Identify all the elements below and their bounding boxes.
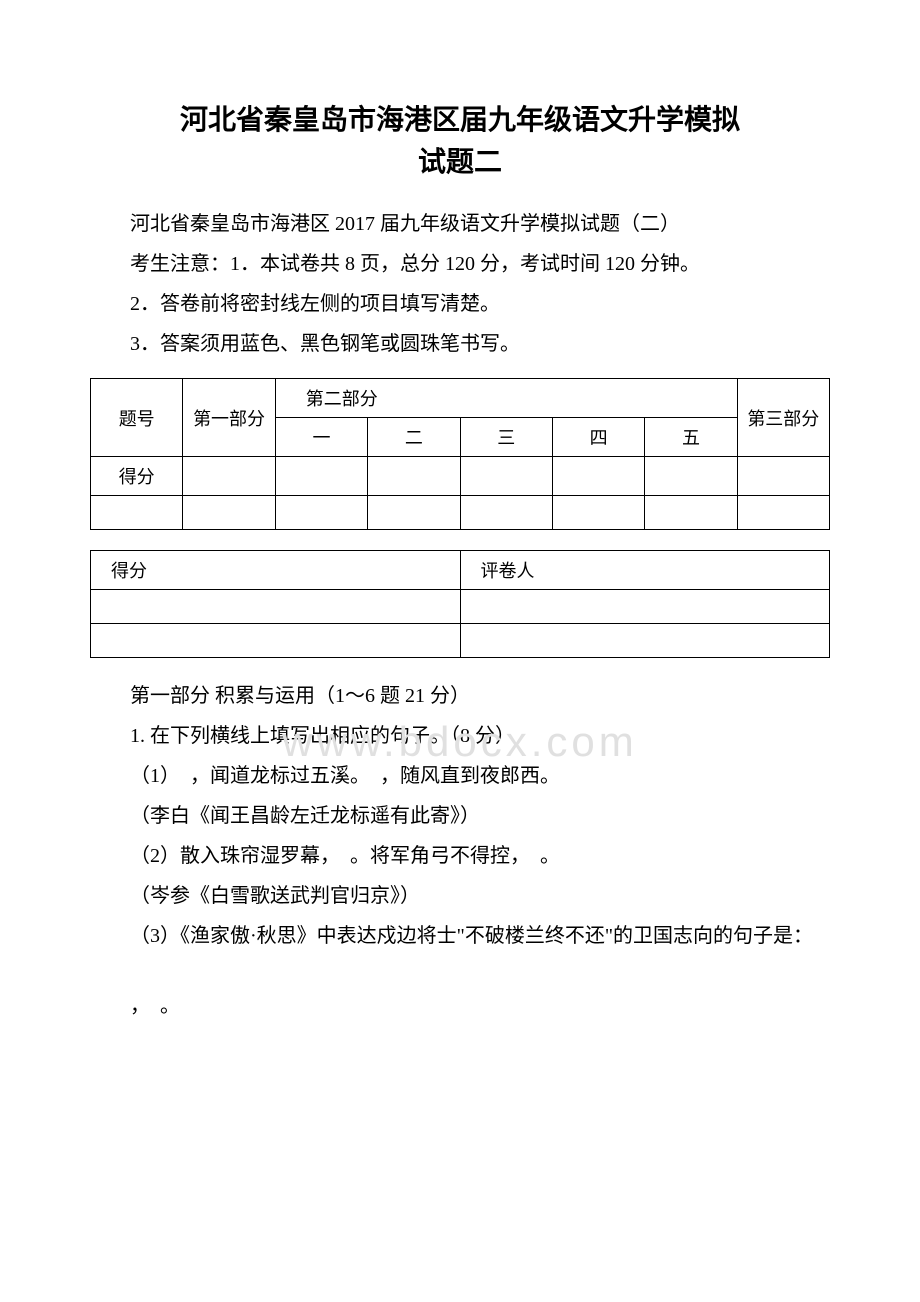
table-row: 题号 第一部分 第二部分 第三部分	[91, 379, 830, 418]
page-title: 河北省秦皇岛市海港区届九年级语文升学模拟 试题二	[90, 100, 830, 184]
q1-item-2-source: （岑参《白雪歌送武判官归京》）	[90, 876, 830, 916]
score-cell	[737, 457, 829, 496]
score-cell	[460, 457, 552, 496]
score-cell	[645, 457, 737, 496]
score-cell	[183, 496, 275, 530]
table-row: 得分 评卷人	[91, 551, 830, 590]
score-cell	[552, 457, 644, 496]
title-line-1: 河北省秦皇岛市海港区届九年级语文升学模拟	[180, 105, 740, 136]
q1-item-2: （2）散入珠帘湿罗幕， 。将军角弓不得控， 。	[90, 836, 830, 876]
subtitle-line: 河北省秦皇岛市海港区 2017 届九年级语文升学模拟试题（二）	[90, 204, 830, 244]
score-cell	[275, 496, 367, 530]
score-cell	[368, 457, 460, 496]
grade-table: 得分 评卷人	[90, 550, 830, 658]
grade-right: 评卷人	[460, 551, 830, 590]
q1-item-3a: （3）《渔家傲·秋思》中表达戍边将士"不破楼兰终不还"的卫国志向的句子是：	[90, 916, 830, 956]
sub-2: 二	[368, 418, 460, 457]
header-defen: 得分	[91, 457, 183, 496]
q1-item-1: （1） ，闻道龙标过五溪。 ，随风直到夜郎西。	[90, 756, 830, 796]
score-cell	[645, 496, 737, 530]
header-tihao: 题号	[91, 379, 183, 457]
table-row	[91, 624, 830, 658]
score-cell	[91, 496, 183, 530]
question-1-stem: 1. 在下列横线上填写出相应的句子。（8 分）	[90, 716, 830, 756]
table-row: 得分	[91, 457, 830, 496]
score-cell	[275, 457, 367, 496]
note-3: 3．答案须用蓝色、黑色钢笔或圆珠笔书写。	[90, 324, 830, 364]
sub-5: 五	[645, 418, 737, 457]
grade-left: 得分	[91, 551, 461, 590]
table-row	[91, 496, 830, 530]
header-part2: 第二部分	[275, 379, 737, 418]
sub-4: 四	[552, 418, 644, 457]
grade-cell	[460, 624, 830, 658]
note-1: 1．本试卷共 8 页，总分 120 分，考试时间 120 分钟。	[230, 253, 700, 275]
score-cell	[183, 457, 275, 496]
grade-cell	[91, 590, 461, 624]
score-cell	[368, 496, 460, 530]
note-prefix: 考生注意：	[130, 253, 230, 275]
header-part3: 第三部分	[737, 379, 829, 457]
sub-3: 三	[460, 418, 552, 457]
section-heading: 第一部分 积累与运用（1～6 题 21 分）	[90, 676, 830, 716]
score-cell	[737, 496, 829, 530]
grade-cell	[91, 624, 461, 658]
table-row	[91, 590, 830, 624]
score-table: 题号 第一部分 第二部分 第三部分 一 二 三 四 五 得分	[90, 378, 830, 530]
header-part1: 第一部分	[183, 379, 275, 457]
q1-item-3b: ， 。	[90, 986, 830, 1026]
title-line-2: 试题二	[418, 147, 502, 178]
sub-1: 一	[275, 418, 367, 457]
q1-item-1-source: （李白《闻王昌龄左迁龙标遥有此寄》）	[90, 796, 830, 836]
exam-notes: 考生注意：1．本试卷共 8 页，总分 120 分，考试时间 120 分钟。	[90, 244, 830, 284]
grade-cell	[460, 590, 830, 624]
score-cell	[552, 496, 644, 530]
note-2: 2．答卷前将密封线左侧的项目填写清楚。	[90, 284, 830, 324]
score-cell	[460, 496, 552, 530]
